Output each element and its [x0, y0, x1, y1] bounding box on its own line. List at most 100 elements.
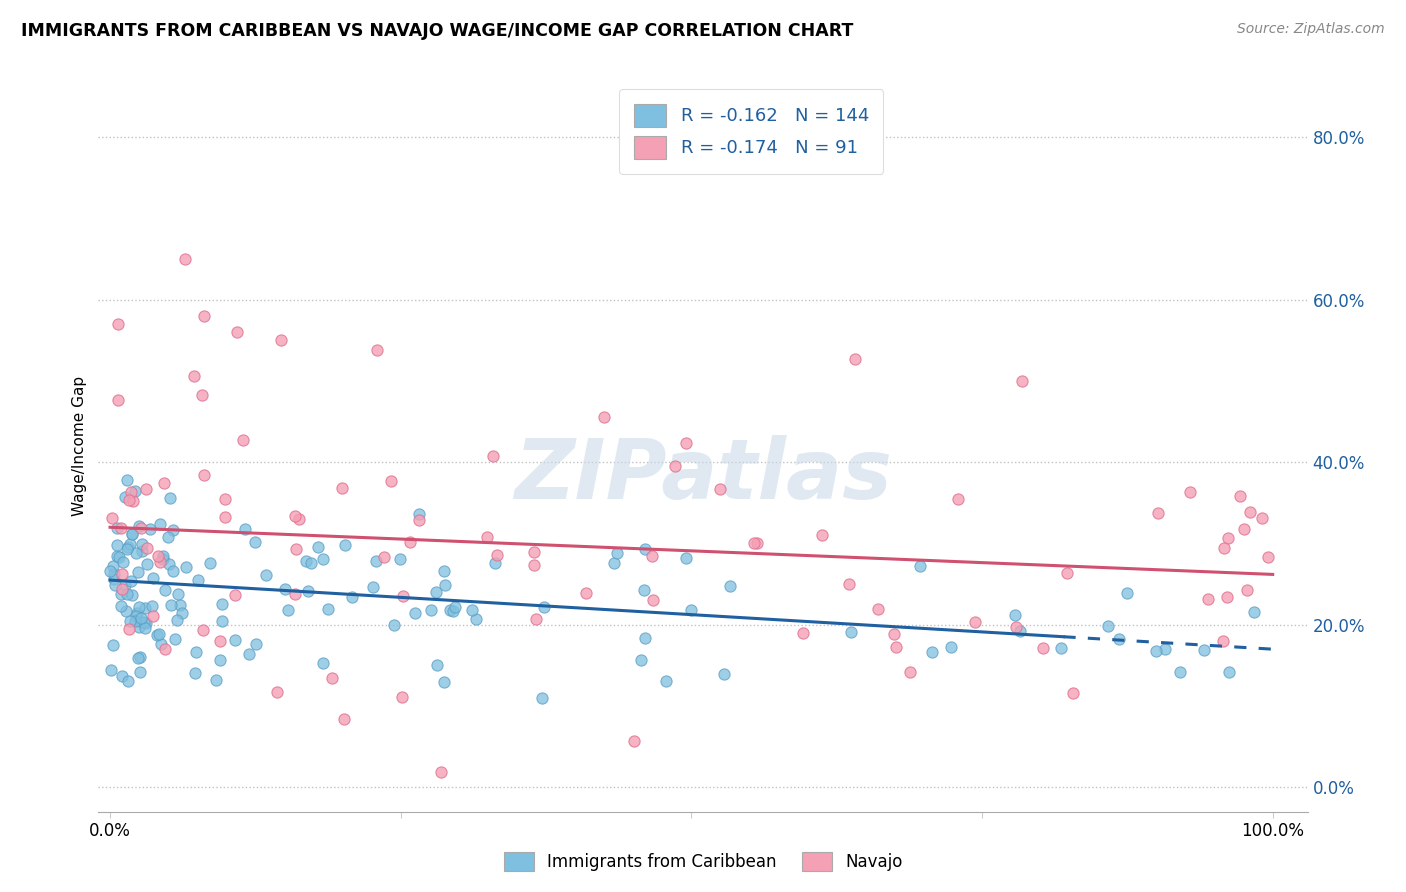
Point	[404, 606, 426, 620]
Point	[124, 608, 146, 623]
Point	[157, 557, 180, 571]
Point	[131, 544, 153, 558]
Point	[101, 638, 124, 652]
Point	[122, 493, 145, 508]
Point	[238, 647, 260, 661]
Point	[1144, 644, 1167, 658]
Point	[1062, 686, 1084, 700]
Point	[117, 540, 139, 554]
Point	[183, 665, 205, 680]
Point	[1008, 624, 1031, 639]
Point	[111, 582, 134, 596]
Point	[173, 252, 195, 266]
Point	[184, 645, 207, 659]
Point	[398, 534, 420, 549]
Point	[127, 565, 149, 579]
Point	[388, 552, 411, 566]
Point	[276, 602, 298, 616]
Point	[1212, 633, 1234, 648]
Point	[1168, 665, 1191, 680]
Point	[114, 577, 136, 591]
Point	[434, 578, 457, 592]
Point	[630, 653, 652, 667]
Point	[160, 599, 183, 613]
Point	[883, 627, 905, 641]
Point	[142, 571, 165, 585]
Point	[340, 590, 363, 604]
Point	[169, 598, 191, 612]
Point	[129, 611, 152, 625]
Point	[125, 607, 148, 621]
Point	[941, 640, 963, 654]
Point	[311, 656, 333, 670]
Point	[1257, 549, 1279, 564]
Point	[963, 615, 986, 629]
Point	[209, 653, 232, 667]
Point	[129, 649, 152, 664]
Point	[131, 615, 153, 629]
Point	[125, 546, 148, 560]
Point	[191, 624, 214, 638]
Point	[373, 549, 395, 564]
Point	[193, 309, 215, 323]
Point	[120, 574, 142, 588]
Point	[162, 523, 184, 537]
Point	[408, 507, 430, 521]
Point	[243, 534, 266, 549]
Point	[333, 537, 356, 551]
Point	[103, 566, 125, 581]
Point	[138, 522, 160, 536]
Point	[105, 538, 128, 552]
Point	[266, 685, 288, 699]
Point	[1239, 505, 1261, 519]
Point	[224, 633, 246, 648]
Point	[153, 641, 176, 656]
Point	[124, 483, 146, 498]
Point	[1011, 374, 1033, 388]
Point	[1197, 591, 1219, 606]
Point	[115, 604, 138, 618]
Point	[174, 560, 197, 574]
Point	[745, 535, 768, 549]
Point	[105, 549, 128, 564]
Point	[675, 435, 697, 450]
Point	[1236, 583, 1258, 598]
Point	[1097, 618, 1119, 632]
Point	[105, 521, 128, 535]
Point	[149, 555, 172, 569]
Point	[193, 468, 215, 483]
Point	[118, 622, 141, 636]
Point	[214, 492, 236, 507]
Point	[408, 513, 430, 527]
Point	[245, 637, 267, 651]
Point	[811, 528, 834, 542]
Point	[131, 537, 153, 551]
Point	[128, 665, 150, 680]
Point	[1233, 522, 1256, 536]
Point	[224, 588, 246, 602]
Point	[149, 517, 172, 532]
Point	[214, 509, 236, 524]
Point	[127, 650, 149, 665]
Point	[884, 640, 907, 654]
Legend: R = -0.162   N = 144, R = -0.174   N = 91: R = -0.162 N = 144, R = -0.174 N = 91	[619, 89, 883, 174]
Point	[121, 588, 143, 602]
Point	[1056, 566, 1078, 580]
Point	[136, 557, 159, 571]
Point	[361, 580, 384, 594]
Point	[118, 614, 141, 628]
Point	[270, 334, 292, 348]
Point	[426, 658, 449, 673]
Point	[664, 459, 686, 474]
Point	[191, 388, 214, 402]
Point	[142, 609, 165, 624]
Point	[120, 537, 142, 551]
Point	[136, 541, 159, 555]
Text: IMMIGRANTS FROM CARIBBEAN VS NAVAJO WAGE/INCOME GAP CORRELATION CHART: IMMIGRANTS FROM CARIBBEAN VS NAVAJO WAGE…	[21, 22, 853, 40]
Point	[167, 586, 190, 600]
Point	[531, 691, 554, 706]
Point	[124, 615, 146, 629]
Point	[1243, 605, 1265, 619]
Point	[141, 599, 163, 613]
Point	[1146, 506, 1168, 520]
